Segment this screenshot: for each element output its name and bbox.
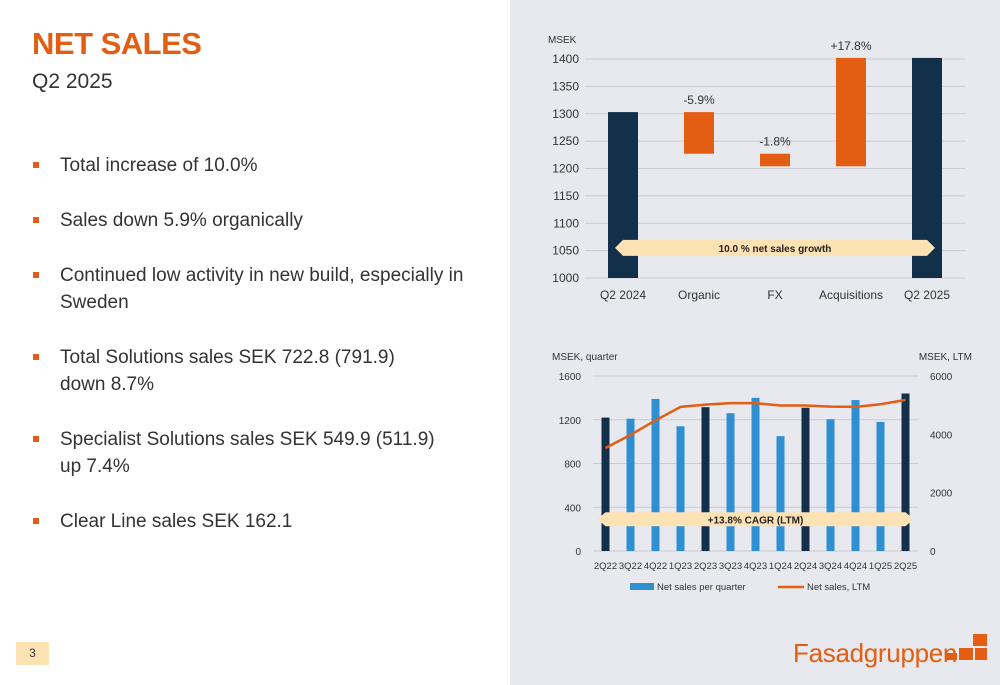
bullet-item: Total increase of 10.0% [30, 152, 480, 179]
bar-organic [684, 112, 714, 154]
quarter-bar [701, 407, 710, 551]
left-tick-label: 1200 [559, 416, 582, 427]
quarter-bar [751, 397, 760, 551]
x-tick-label: FX [767, 288, 782, 302]
quarter-bar [601, 417, 610, 551]
y-tick-label: 1250 [552, 134, 579, 148]
bullet-item: Total Solutions sales SEK 722.8 (791.9) d… [30, 344, 480, 398]
bullet-square-icon [33, 436, 39, 442]
bullet-item: Clear Line sales SEK 162.1 [30, 508, 480, 535]
y-tick-label: 1000 [552, 271, 579, 285]
left-tick-label: 1600 [559, 372, 582, 383]
x-tick-label: Acquisitions [819, 288, 883, 302]
quarter-bar [626, 418, 635, 551]
left-tick-label: 800 [564, 460, 581, 471]
bar-fx [760, 153, 790, 167]
growth-annotation: 10.0 % net sales growth [719, 244, 832, 255]
x-tick-label: 2Q24 [794, 561, 817, 572]
x-tick-label: 3Q24 [819, 561, 842, 572]
quarter-bar [826, 419, 835, 551]
growth-banner-arrow [615, 239, 935, 256]
bullet-text: down 8.7% [60, 374, 155, 395]
x-tick-label: 4Q24 [844, 561, 867, 572]
y-tick-label: 1100 [553, 216, 579, 230]
slide-title: NET SALES [32, 26, 202, 61]
bullet-text: Specialist Solutions sales SEK 549.9 (51… [60, 429, 435, 450]
y-tick-label: 1200 [552, 162, 579, 176]
x-tick-label: 1Q24 [769, 561, 792, 572]
cagr-annotation: +13.8% CAGR (LTM) [708, 515, 804, 526]
y-tick-label: 1400 [552, 52, 579, 66]
quarter-bar [801, 407, 810, 551]
legend-label: Net sales per quarter [657, 582, 746, 593]
y-axis-unit-label: MSEK [548, 35, 577, 46]
y-tick-label: 1150 [553, 189, 579, 203]
data-label: -1.8% [759, 135, 791, 149]
bullet-text: Continued low activity in new build, esp… [60, 265, 464, 286]
right-tick-label: 2000 [930, 489, 953, 500]
bullet-square-icon [33, 162, 39, 168]
logo-text: Fasadgruppen [793, 638, 958, 668]
ltm-line [604, 398, 906, 450]
x-tick-label: 1Q23 [669, 561, 692, 572]
x-tick-label: 2Q25 [894, 561, 917, 572]
left-tick-label: 0 [575, 547, 581, 558]
quarter-bar [726, 413, 735, 551]
bullet-text: Clear Line sales SEK 162.1 [60, 511, 293, 532]
x-tick-label: Q2 2024 [600, 288, 646, 302]
bullet-text: Total Solutions sales SEK 722.8 (791.9) [60, 347, 395, 368]
x-tick-label: 1Q25 [869, 561, 892, 572]
x-tick-label: 3Q23 [719, 561, 742, 572]
x-tick-label: 4Q22 [644, 561, 667, 572]
slide-subtitle: Q2 2025 [32, 70, 113, 93]
combo-chart: MSEK, quarter MSEK, LTM 0 400 800 1200 1600 0 20… [552, 352, 972, 593]
bar-acquisitions [836, 57, 866, 167]
x-tick-label: Organic [678, 288, 720, 302]
right-axis-label: MSEK, LTM [919, 352, 972, 363]
x-tick-label: 2Q23 [694, 561, 717, 572]
x-tick-label: 2Q22 [594, 561, 617, 572]
quarter-bar [851, 400, 860, 551]
bullet-text: Sweden [60, 292, 129, 313]
left-axis-label: MSEK, quarter [552, 352, 618, 363]
y-tick-label: 1350 [552, 79, 579, 93]
left-tick-label: 400 [564, 503, 581, 514]
bullet-text: Sales down 5.9% organically [60, 210, 303, 231]
data-label: -5.9% [683, 93, 715, 107]
legend-label: Net sales, LTM [807, 582, 870, 593]
bullet-square-icon [33, 272, 39, 278]
company-logo: Fasadgruppen [793, 634, 988, 674]
right-tick-label: 4000 [930, 430, 953, 441]
bullet-square-icon [33, 354, 39, 360]
quarter-bar [876, 421, 885, 551]
bullet-item: Specialist Solutions sales SEK 549.9 (51… [30, 426, 480, 480]
data-label: +17.8% [830, 39, 871, 53]
bullet-text: Total increase of 10.0% [60, 155, 258, 176]
y-tick-label: 1050 [552, 244, 579, 258]
cagr-banner-arrow [597, 512, 914, 527]
x-tick-label: 4Q23 [744, 561, 767, 572]
logo-mark-icon [945, 634, 987, 660]
quarter-bar [901, 393, 910, 551]
right-tick-label: 6000 [930, 372, 953, 383]
quarter-bar [651, 398, 660, 551]
bullet-text: up 7.4% [60, 456, 130, 477]
bullet-item: Sales down 5.9% organically [30, 207, 480, 234]
page-number: 3 [16, 642, 49, 665]
bullet-square-icon [33, 518, 39, 524]
y-tick-label: 1300 [552, 107, 579, 121]
quarter-bar [676, 426, 685, 551]
legend-bar-swatch [630, 583, 654, 590]
x-tick-label: 3Q22 [619, 561, 642, 572]
x-tick-label: Q2 2025 [904, 288, 950, 302]
bullet-square-icon [33, 217, 39, 223]
text-panel: NET SALES Q2 2025 Total increase of 10.0… [16, 26, 480, 665]
quarter-bar [776, 436, 785, 551]
bullet-list: Total increase of 10.0% Sales down 5.9% o… [30, 152, 480, 563]
bullet-item: Continued low activity in new build, esp… [30, 262, 480, 316]
right-tick-label: 0 [930, 547, 936, 558]
waterfall-chart: MSEK 1000 1050 1100 1150 1200 1250 1300 1350 1400… [548, 35, 965, 302]
